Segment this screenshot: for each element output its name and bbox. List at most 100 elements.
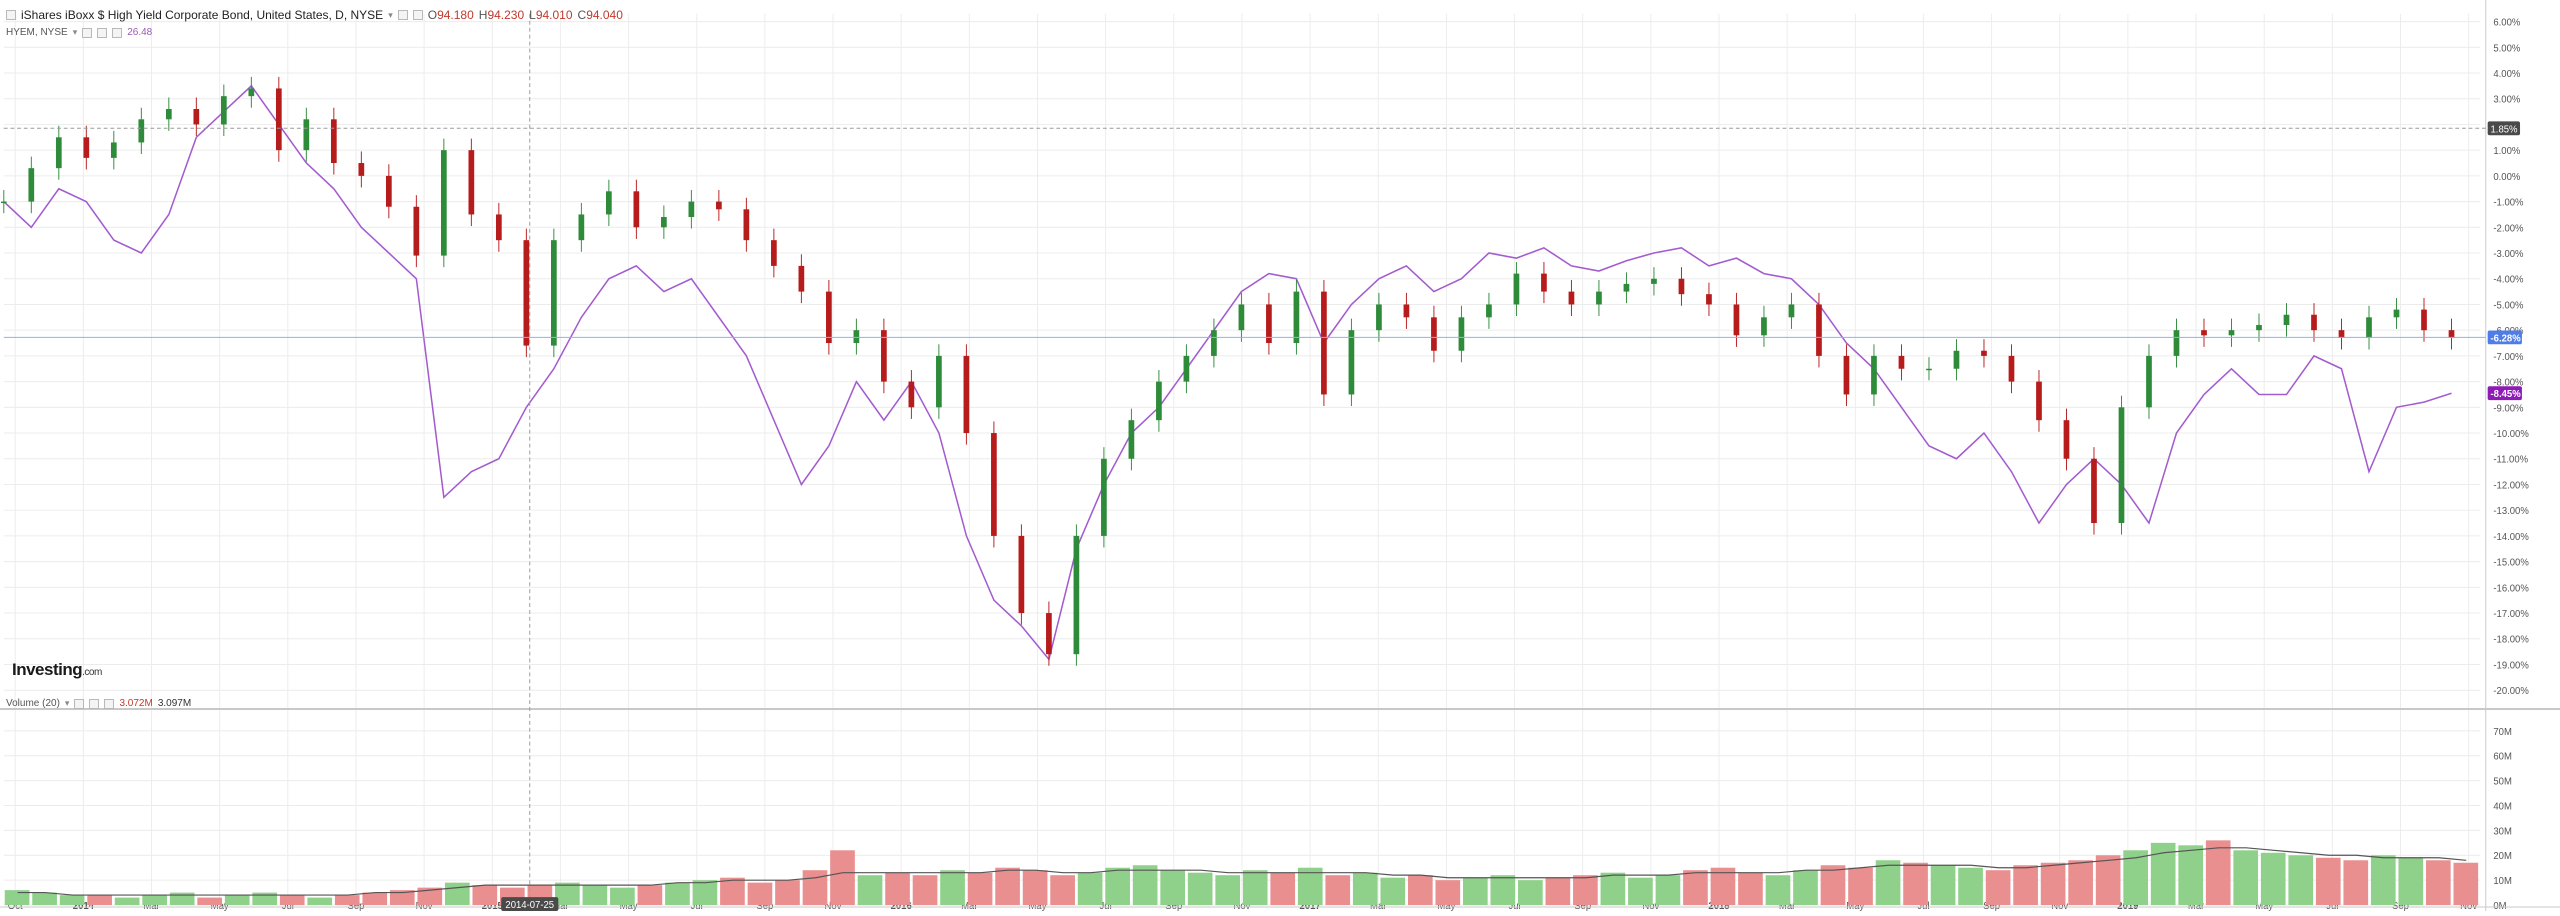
volume-legend: Volume (20) ▾ 3.072M 3.097M	[6, 698, 191, 709]
volume-bar	[362, 892, 388, 906]
compare-remove-icon[interactable]	[112, 27, 123, 38]
last-value-label: -8.45%	[2491, 389, 2521, 400]
volume-caret-icon[interactable]: ▾	[64, 698, 70, 708]
volume-bar	[857, 875, 883, 906]
candle-body	[55, 137, 62, 169]
volume-bar	[1600, 872, 1626, 906]
volume-bar	[692, 880, 718, 906]
x-tick-label: 2018	[1708, 901, 1730, 911]
volume-bar	[1958, 867, 1983, 906]
x-tick-label: Nov	[825, 901, 842, 911]
y-tick-label: -18.00%	[2493, 635, 2529, 646]
y-tick-label: -17.00%	[2493, 609, 2529, 620]
x-tick-label: Jul	[1917, 901, 1929, 911]
volume-ma-line	[17, 847, 2467, 896]
candle-body	[771, 240, 777, 266]
candle-body	[1321, 291, 1327, 395]
y-tick-label: 3.00%	[2493, 95, 2520, 106]
volume-visibility-icon[interactable]	[74, 698, 85, 709]
volume-bar	[2288, 855, 2314, 906]
compare-visibility-icon[interactable]	[82, 27, 93, 38]
candle-body	[606, 191, 612, 215]
x-tick-label: Jul	[691, 901, 703, 911]
volume-tick-label: 20M	[2493, 851, 2512, 862]
candle-body	[991, 433, 997, 536]
volume-bar	[1352, 872, 1378, 906]
ohlc-open: O94.180	[427, 8, 474, 22]
x-tick-label: Sep	[348, 901, 365, 911]
candle-body	[330, 119, 337, 164]
settings-icon[interactable]	[397, 10, 408, 20]
candle-body	[798, 265, 805, 292]
grid	[3, 13, 2481, 906]
volume-bar	[279, 895, 305, 906]
candle-body	[28, 168, 35, 202]
candle-body	[2008, 355, 2015, 382]
candle-body	[2036, 381, 2042, 421]
candle-body	[1293, 291, 1300, 344]
y-tick-label: -9.00%	[2493, 403, 2523, 414]
last-value-badge	[2487, 386, 2522, 401]
x-tick-label: 2014	[73, 901, 95, 911]
crosshair-price-label: 1.85%	[2491, 124, 2518, 135]
volume-bar	[2178, 845, 2204, 906]
volume-bar	[1215, 875, 1241, 906]
candle-body	[1128, 420, 1135, 459]
volume-bar	[1105, 867, 1130, 906]
candle-body	[413, 206, 420, 256]
x-tick-label: Sep	[756, 901, 773, 911]
x-tick-label: Oct	[8, 901, 23, 911]
compare-caret-icon[interactable]: ▾	[72, 27, 78, 37]
last-value-label: -6.28%	[2491, 333, 2521, 344]
volume-remove-icon[interactable]	[104, 698, 115, 709]
candle-body	[1651, 278, 1657, 284]
volume-value: 3.072M	[119, 698, 153, 709]
candle-body	[688, 201, 695, 218]
candle-body	[110, 142, 117, 158]
volume-settings-icon[interactable]	[89, 698, 100, 709]
volume-bar	[1903, 862, 1928, 906]
x-tick-label: Nov	[1642, 901, 1659, 911]
volume-tick-label: 10M	[2493, 876, 2512, 887]
remove-icon[interactable]	[412, 10, 423, 20]
volume-bar	[2343, 860, 2369, 906]
y-tick-label: -11.00%	[2493, 455, 2528, 466]
x-tick-label: Nov	[416, 901, 433, 911]
candle-body	[138, 119, 145, 143]
volume-bar	[1022, 870, 1048, 906]
volume-bar	[252, 892, 278, 906]
y-tick-label: -1.00%	[2493, 197, 2523, 208]
toggle-visibility-icon[interactable]	[6, 10, 16, 20]
volume-bar	[1297, 867, 1323, 906]
volume-bar	[1545, 877, 1571, 906]
settings-caret-icon[interactable]: ▾	[388, 9, 393, 20]
candle-body	[1816, 304, 1822, 356]
candle-body	[1376, 304, 1382, 331]
y-tick-label: -10.00%	[2493, 429, 2529, 440]
compare-settings-icon[interactable]	[97, 27, 108, 38]
volume-bar	[2013, 865, 2038, 906]
volume-bar	[1738, 872, 1763, 906]
volume-bar	[1462, 877, 1488, 906]
volume-bar	[2095, 855, 2121, 906]
candle-body	[303, 119, 310, 151]
crosshair-price-badge	[2487, 121, 2521, 136]
candle-body	[826, 291, 832, 344]
volume-bar	[1848, 867, 1873, 906]
y-tick-label: 0.00%	[2493, 172, 2520, 183]
volume-bar	[1875, 860, 1901, 906]
x-tick-label: Mar	[1370, 901, 1387, 911]
x-tick-label: Jul	[282, 901, 294, 911]
last-value-badge	[2487, 330, 2522, 345]
x-tick-label: Mar	[143, 901, 160, 911]
x-tick-label: Sep	[2392, 901, 2409, 911]
y-tick-label: -20.00%	[2493, 686, 2529, 697]
candle-body	[2201, 330, 2207, 336]
y-tick-label: 4.00%	[2493, 69, 2520, 80]
volume-bar	[1242, 870, 1268, 906]
candle-body	[1981, 350, 1987, 356]
x-tick-label: 2016	[891, 901, 913, 911]
candle-body	[2421, 309, 2427, 331]
